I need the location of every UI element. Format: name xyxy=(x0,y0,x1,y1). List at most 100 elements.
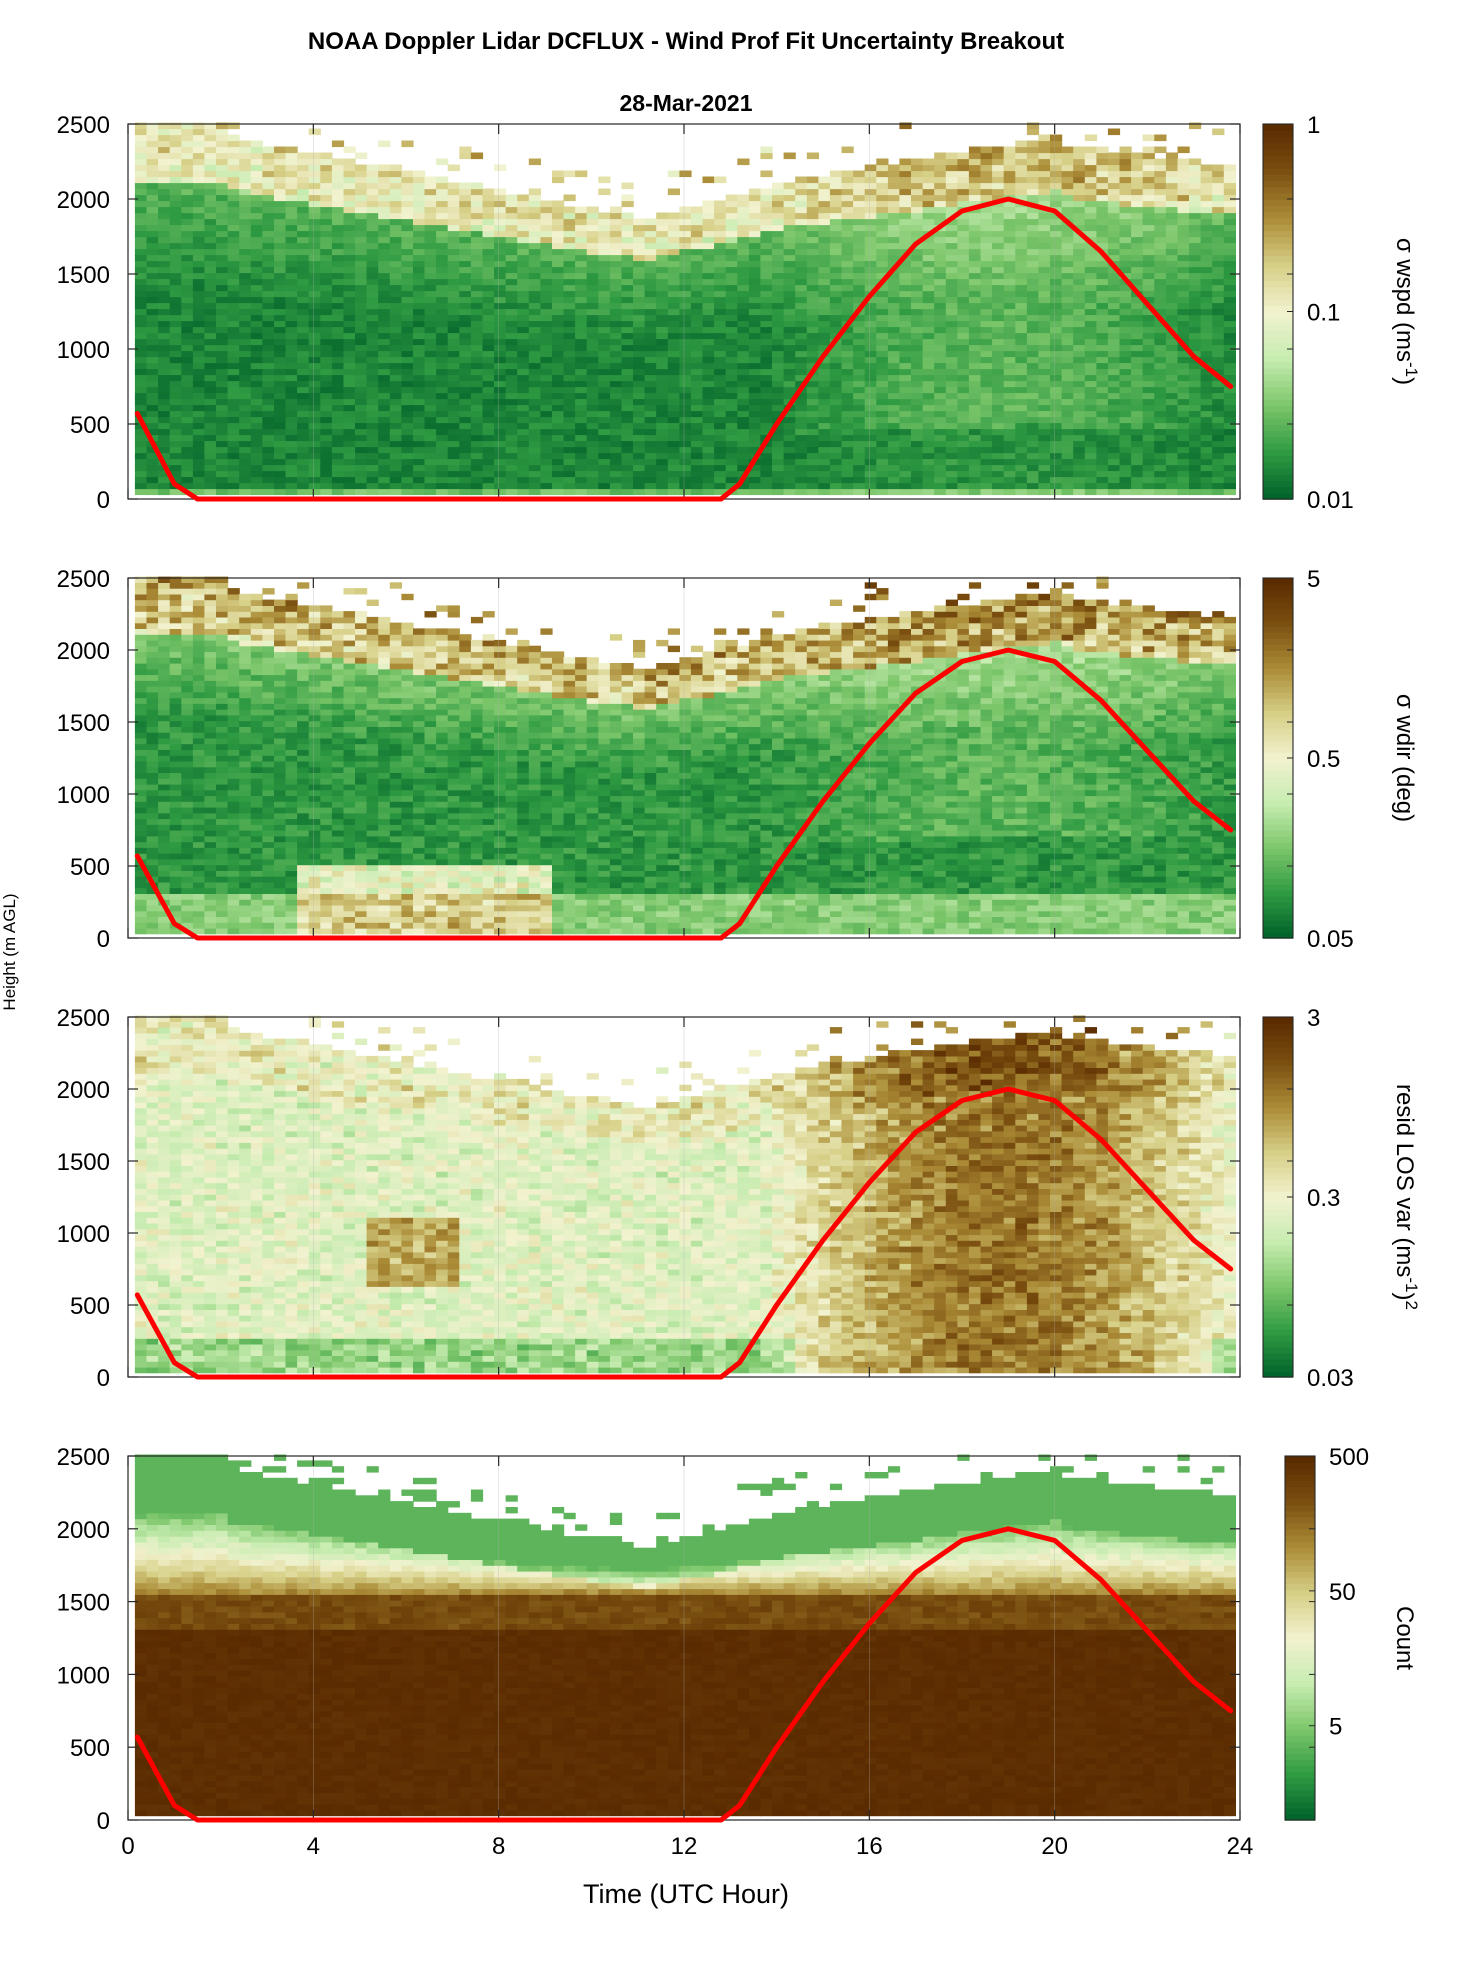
heatmap-cell xyxy=(470,344,484,352)
heatmap-cell xyxy=(540,392,553,400)
heatmap-cell xyxy=(945,290,958,298)
heatmap-cell xyxy=(702,266,715,274)
heatmap-cell xyxy=(934,314,947,322)
heatmap-cell xyxy=(621,230,634,238)
heatmap-cell xyxy=(841,206,854,214)
heatmap-cell xyxy=(436,296,449,304)
heatmap-cell xyxy=(216,272,229,280)
heatmap-cell xyxy=(586,218,599,226)
heatmap-cell xyxy=(216,188,229,196)
heatmap-cell xyxy=(772,446,785,454)
heatmap-cell xyxy=(621,482,634,490)
heatmap-cell xyxy=(308,200,321,208)
heatmap-cell xyxy=(285,272,298,280)
heatmap-cell xyxy=(1073,170,1086,178)
heatmap-cell xyxy=(1084,290,1097,298)
heatmap-cell xyxy=(297,254,310,262)
heatmap-cell xyxy=(158,416,171,424)
heatmap-cell xyxy=(447,338,460,346)
heatmap-cell xyxy=(899,344,912,352)
heatmap-cell xyxy=(1084,272,1097,280)
heatmap-cell xyxy=(760,332,773,340)
heatmap-cell xyxy=(575,464,588,472)
heatmap-cell xyxy=(1050,182,1063,190)
heatmap-cell xyxy=(783,278,796,286)
heatmap-cell xyxy=(470,470,484,478)
heatmap-cell xyxy=(413,182,426,190)
heatmap-cell xyxy=(355,410,368,418)
heatmap-cell xyxy=(482,302,495,310)
heatmap-cell xyxy=(1131,206,1144,214)
heatmap-cell xyxy=(227,398,240,406)
heatmap-cell xyxy=(447,440,460,448)
heatmap-cell xyxy=(911,218,924,226)
heatmap-cell xyxy=(783,188,796,196)
heatmap-cell xyxy=(841,248,854,256)
heatmap-cell xyxy=(887,356,901,364)
heatmap-cell xyxy=(737,218,750,226)
heatmap-cell xyxy=(1107,392,1121,400)
heatmap-cell xyxy=(945,260,958,268)
heatmap-cell xyxy=(968,278,982,286)
heatmap-cell xyxy=(158,368,171,376)
heatmap-cell xyxy=(725,302,738,310)
heatmap-cell xyxy=(841,404,854,412)
heatmap-cell xyxy=(1084,356,1097,364)
heatmap-cell xyxy=(227,290,240,298)
heatmap-cell xyxy=(413,452,426,460)
heatmap-cell xyxy=(355,470,368,478)
heatmap-cell xyxy=(1038,398,1051,406)
heatmap-cell xyxy=(621,476,634,484)
heatmap-cell xyxy=(1131,236,1144,244)
heatmap-cell xyxy=(760,410,773,418)
heatmap-cell xyxy=(1177,422,1190,430)
heatmap-cell xyxy=(598,488,611,496)
heatmap-cell xyxy=(656,248,669,256)
heatmap-cell xyxy=(598,176,611,184)
heatmap-cell xyxy=(528,392,541,400)
heatmap-cell xyxy=(470,386,484,394)
heatmap-cell xyxy=(308,422,321,430)
heatmap-cell xyxy=(158,410,171,418)
heatmap-cell xyxy=(1096,380,1109,388)
heatmap-cell xyxy=(934,464,947,472)
heatmap-cell xyxy=(818,320,831,328)
heatmap-cell xyxy=(192,398,206,406)
heatmap-cell xyxy=(748,320,762,328)
heatmap-cell xyxy=(285,362,298,370)
heatmap-cell xyxy=(806,326,819,334)
heatmap-cell xyxy=(378,296,391,304)
heatmap-cell xyxy=(331,458,345,466)
heatmap-cell xyxy=(1107,344,1121,352)
heatmap-cell xyxy=(644,386,657,394)
heatmap-cell xyxy=(378,482,391,490)
heatmap-cell xyxy=(621,224,634,232)
heatmap-cell xyxy=(355,212,368,220)
heatmap-cell xyxy=(134,212,148,220)
heatmap-cell xyxy=(945,398,958,406)
heatmap-cell xyxy=(505,416,518,424)
heatmap-cell xyxy=(725,416,738,424)
heatmap-cell xyxy=(146,488,159,496)
heatmap-cell xyxy=(667,464,680,472)
heatmap-cell xyxy=(1142,476,1155,484)
heatmap-cell xyxy=(1073,470,1086,478)
heatmap-cell xyxy=(853,266,866,274)
heatmap-cell xyxy=(911,422,924,430)
heatmap-cell xyxy=(829,302,843,310)
heatmap-cell xyxy=(876,338,889,346)
heatmap-cell xyxy=(343,470,356,478)
heatmap-cell xyxy=(772,206,785,214)
heatmap-cell xyxy=(250,446,263,454)
heatmap-cell xyxy=(274,380,287,388)
heatmap-cell xyxy=(297,398,310,406)
heatmap-cell xyxy=(505,296,518,304)
heatmap-cell xyxy=(1084,440,1097,448)
heatmap-cell xyxy=(216,458,229,466)
heatmap-cell xyxy=(1096,476,1109,484)
heatmap-cell xyxy=(575,314,588,322)
heatmap-cell xyxy=(806,404,819,412)
heatmap-cell xyxy=(181,374,194,382)
heatmap-cell xyxy=(980,272,993,280)
heatmap-cell xyxy=(876,434,889,442)
